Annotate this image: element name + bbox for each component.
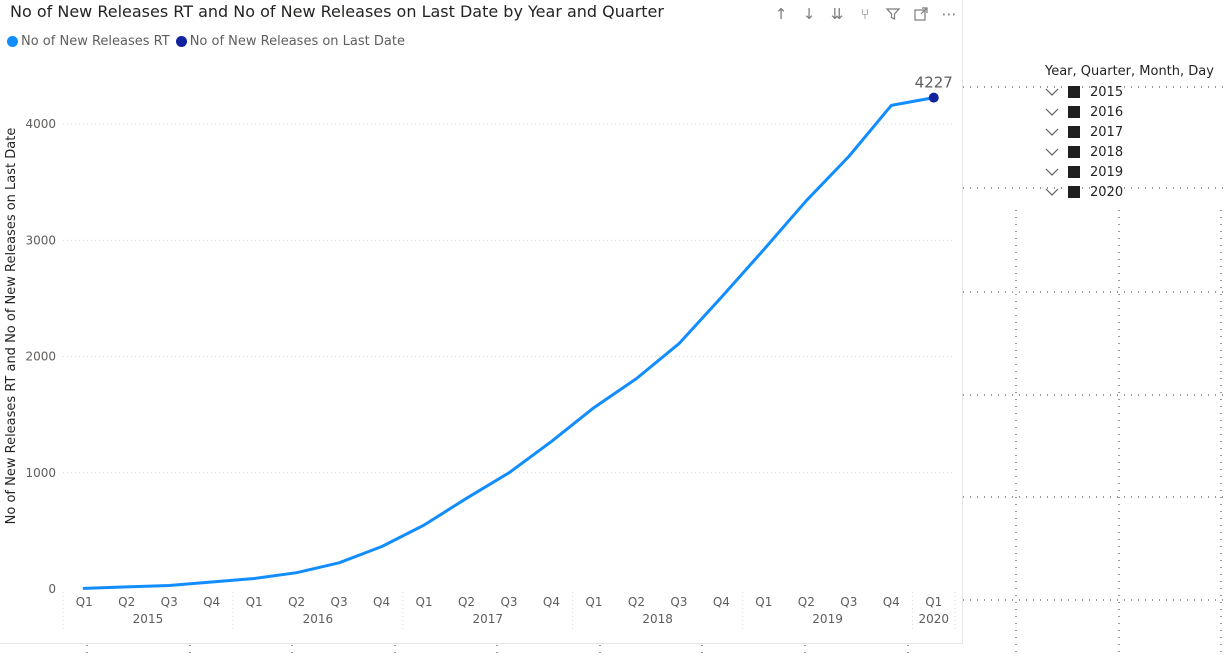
line-chart-visual[interactable]: No of New Releases RT and No of New Rele… xyxy=(0,0,963,644)
chart-legend: No of New Releases RT No of New Releases… xyxy=(7,34,411,49)
x-tick-label-quarter: Q4 xyxy=(713,595,730,609)
legend-item-rt[interactable]: No of New Releases RT xyxy=(7,34,170,49)
legend-marker-rt xyxy=(7,36,18,47)
x-tick-label-quarter: Q4 xyxy=(883,595,900,609)
x-tick-label-year: 2017 xyxy=(472,612,503,626)
slicer-item-2017[interactable]: 2017 xyxy=(1045,122,1225,142)
legend-marker-last-date xyxy=(175,36,187,47)
chart-title: No of New Releases RT and No of New Rele… xyxy=(10,2,664,21)
slicer-item-label: 2016 xyxy=(1090,104,1124,120)
legend-label-rt: No of New Releases RT xyxy=(21,34,170,49)
x-tick-label-quarter: Q2 xyxy=(628,595,645,609)
more-options-icon[interactable]: ⋯ xyxy=(941,5,957,23)
slicer-item-2019[interactable]: 2019 xyxy=(1045,162,1225,182)
y-tick-label: 2000 xyxy=(25,350,56,364)
hierarchy-slicer[interactable]: Year, Quarter, Month, Day 2015 2016 2017 20… xyxy=(1045,64,1225,202)
x-tick-label-quarter: Q1 xyxy=(585,595,602,609)
y-tick-label: 3000 xyxy=(25,233,56,247)
checkbox-filled[interactable] xyxy=(1068,166,1080,178)
expand-next-level-icon[interactable]: ⇊ xyxy=(830,5,844,23)
chevron-down-icon[interactable] xyxy=(1045,167,1059,177)
slicer-title: Year, Quarter, Month, Day xyxy=(1045,64,1214,79)
y-tick-label: 1000 xyxy=(25,466,56,480)
x-tick-label-quarter: Q3 xyxy=(500,595,517,609)
data-label-last-date: 4227 xyxy=(915,74,953,92)
chart-plot: 0 1000 2000 3000 4000 Q1 Q2 Q3 Q4 Q1 Q2 Q3 Q4 Q1 Q2 Q3 Q… xyxy=(25,74,956,632)
drill-up-icon[interactable]: ↑ xyxy=(774,5,788,23)
x-tick-label-quarter: Q1 xyxy=(76,595,93,609)
x-tick-label-quarter: Q3 xyxy=(670,595,687,609)
x-tick-label-quarter: Q3 xyxy=(840,595,857,609)
y-tick-label: 4000 xyxy=(25,117,56,131)
x-tick-label-quarter: Q3 xyxy=(161,595,178,609)
x-tick-label-year: 2016 xyxy=(303,612,334,626)
x-tick-label-quarter: Q1 xyxy=(246,595,263,609)
chevron-down-icon[interactable] xyxy=(1045,87,1059,97)
slicer-item-label: 2017 xyxy=(1090,124,1124,140)
slicer-item-2018[interactable]: 2018 xyxy=(1045,142,1225,162)
slicer-item-label: 2019 xyxy=(1090,164,1124,180)
x-tick-label-quarter: Q4 xyxy=(373,595,390,609)
slicer-item-label: 2018 xyxy=(1090,144,1124,160)
checkbox-filled[interactable] xyxy=(1068,106,1080,118)
x-tick-label-year: 2019 xyxy=(812,612,843,626)
slicer-item-2020[interactable]: 2020 xyxy=(1045,182,1225,202)
x-tick-label-year: 2015 xyxy=(133,612,164,626)
slicer-item-2016[interactable]: 2016 xyxy=(1045,102,1225,122)
chevron-down-icon[interactable] xyxy=(1045,187,1059,197)
series-point-last-date[interactable] xyxy=(928,92,939,103)
x-tick-label-year: 2018 xyxy=(642,612,673,626)
x-tick-label-quarter: Q1 xyxy=(755,595,772,609)
chevron-down-icon[interactable] xyxy=(1045,127,1059,137)
legend-label-last-date: No of New Releases on Last Date xyxy=(189,34,405,49)
checkbox-filled[interactable] xyxy=(1068,86,1080,98)
slicer-item-2015[interactable]: 2015 xyxy=(1045,82,1225,102)
checkbox-filled[interactable] xyxy=(1068,186,1080,198)
series-line-rt[interactable] xyxy=(82,96,936,590)
x-tick-label-year: 2020 xyxy=(918,612,949,626)
checkbox-filled[interactable] xyxy=(1068,146,1080,158)
x-tick-label-quarter: Q3 xyxy=(331,595,348,609)
drill-down-icon[interactable]: ↓ xyxy=(802,5,816,23)
x-tick-label-quarter: Q1 xyxy=(925,595,942,609)
x-tick-label-quarter: Q1 xyxy=(416,595,433,609)
checkbox-filled[interactable] xyxy=(1068,126,1080,138)
chevron-down-icon[interactable] xyxy=(1045,107,1059,117)
x-tick-label-quarter: Q2 xyxy=(458,595,475,609)
legend-item-last-date[interactable]: No of New Releases on Last Date xyxy=(175,34,405,49)
slicer-items: 2015 2016 2017 2018 2019 2020 xyxy=(1045,82,1225,202)
x-tick-label-quarter: Q2 xyxy=(118,595,135,609)
expand-hierarchy-icon[interactable]: ⑂ xyxy=(860,5,870,23)
x-tick-label-quarter: Q2 xyxy=(798,595,815,609)
x-tick-label-quarter: Q4 xyxy=(203,595,220,609)
chevron-down-icon[interactable] xyxy=(1045,147,1059,157)
slicer-item-label: 2015 xyxy=(1090,84,1124,100)
filter-icon[interactable] xyxy=(882,3,904,25)
x-tick-label-quarter: Q4 xyxy=(543,595,560,609)
focus-mode-icon[interactable] xyxy=(910,3,932,25)
slicer-item-label: 2020 xyxy=(1090,184,1124,200)
y-tick-label: 0 xyxy=(48,582,56,596)
visual-header-toolbar: ↑ ↓ ⇊ ⑂ ⋯ xyxy=(770,3,960,25)
x-tick-label-quarter: Q2 xyxy=(288,595,305,609)
